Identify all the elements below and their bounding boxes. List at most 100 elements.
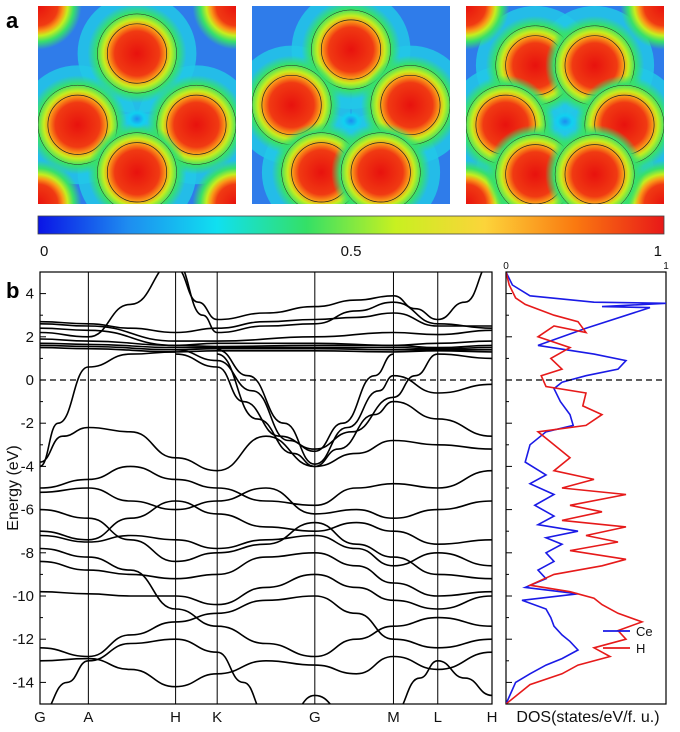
elf-corner-blob (466, 6, 510, 50)
elf-contour (47, 94, 108, 155)
energy-tick-label: 4 (26, 286, 34, 303)
band-curve (40, 346, 492, 353)
elf-corner-blob (620, 6, 664, 50)
dos-curves (506, 272, 666, 704)
energy-tick-label: -14 (12, 674, 34, 691)
dos-plot-frame (505, 271, 667, 705)
colorbar-tick-label: 0.5 (341, 243, 362, 260)
band-curve (217, 349, 492, 466)
dos-curve-h (506, 272, 645, 704)
energy-tick-label: 2 (26, 329, 34, 346)
elf-contour (97, 13, 177, 94)
colorbar-gradient (37, 215, 665, 235)
energy-tick-label: -4 (21, 458, 34, 475)
band-curve (40, 651, 492, 688)
band-curve (40, 465, 492, 507)
band-curve (40, 426, 492, 472)
kpoint-label: G (309, 709, 321, 726)
elf-map (252, 6, 450, 204)
elf-map (466, 6, 664, 204)
elf-maps (38, 6, 664, 204)
elf-center-hole (125, 108, 149, 129)
energy-tick-label: -2 (21, 415, 34, 432)
band-curve (40, 327, 492, 347)
elf-center-hole (339, 110, 363, 131)
colorbar-tick-label: 0 (40, 243, 48, 260)
elf-contour (106, 142, 168, 203)
kpoint-label: H (170, 709, 181, 726)
band-curve (40, 551, 492, 597)
kpoint-label: K (212, 709, 222, 726)
elf-atom-blob (331, 122, 431, 204)
elf-corner-blob (38, 160, 82, 204)
band-curve (50, 638, 258, 704)
band-curve (40, 323, 492, 342)
band-structure-panel: 4 2 0 -2 -4 -6 -8 -10 -12 -14 G A H K G M L H Energy (eV… (5, 271, 497, 726)
energy-ticks: 4 2 0 -2 -4 -6 -8 -10 -12 -14 (12, 271, 46, 705)
elf-atom-blob (87, 6, 187, 104)
band-curve (40, 312, 492, 334)
colorbar: 0 0.5 1 (37, 215, 665, 260)
band-curve (301, 694, 332, 704)
band-curves (40, 272, 492, 704)
elf-contour (311, 9, 391, 90)
dos-axis-title: DOS(states/eV/f. u.) (516, 709, 659, 726)
energy-axis-title: Energy (eV) (5, 445, 22, 530)
band-curve (217, 353, 492, 468)
band-curve (40, 272, 161, 338)
elf-contour (156, 84, 236, 165)
energy-tick-label: -6 (21, 502, 34, 519)
band-curve (183, 272, 492, 334)
energy-tick-label: -12 (12, 631, 34, 648)
elf-contour (564, 144, 625, 204)
band-curve (402, 659, 492, 704)
band-curve (40, 573, 492, 610)
dos-legend: Ce H (603, 624, 653, 656)
panel-b-label: b (6, 278, 19, 303)
colorbar-ticks: 0 0.5 1 (40, 243, 662, 260)
kpoint-label: M (387, 709, 400, 726)
band-curve (40, 508, 492, 580)
legend-label-ce: Ce (636, 624, 653, 639)
band-curve (40, 342, 492, 350)
elf-corner-blob (192, 6, 236, 50)
kpoint-label: H (487, 709, 498, 726)
elf-contour (320, 19, 382, 80)
elf-map (38, 6, 236, 204)
colorbar-tick-label: 1 (654, 243, 662, 260)
elf-center-hole (553, 111, 577, 132)
elf-contour (350, 142, 411, 203)
dos-x-tick-label: 0 (503, 261, 509, 272)
energy-tick-label: 0 (26, 372, 34, 389)
band-curve (40, 351, 176, 468)
elf-corner-blob (38, 6, 82, 50)
band-curve (40, 595, 492, 658)
elf-contour (166, 94, 227, 155)
band-curve (40, 547, 492, 658)
band-curve (40, 487, 492, 520)
elf-contour (554, 134, 635, 204)
elf-contour (340, 132, 421, 204)
band-curve (40, 338, 492, 349)
energy-tick-label: -10 (12, 588, 34, 605)
dos-curve-ce (506, 272, 666, 704)
legend-label-h: H (636, 641, 645, 656)
band-curve (40, 500, 492, 546)
dos-energy-ticks (506, 271, 512, 705)
elf-atom-blob (545, 124, 645, 204)
elf-contour (38, 84, 118, 165)
kpoint-label: A (83, 709, 93, 726)
dos-x-tick-label: 1 (663, 261, 669, 272)
panel-a-label: a (6, 8, 19, 33)
band-curve (180, 272, 483, 321)
band-curve (40, 344, 492, 351)
elf-corner-blob (192, 160, 236, 204)
elf-contour (106, 23, 168, 84)
elf-atom-blob (87, 122, 187, 204)
kpoint-label: L (434, 709, 442, 726)
kpoint-label: G (34, 709, 46, 726)
